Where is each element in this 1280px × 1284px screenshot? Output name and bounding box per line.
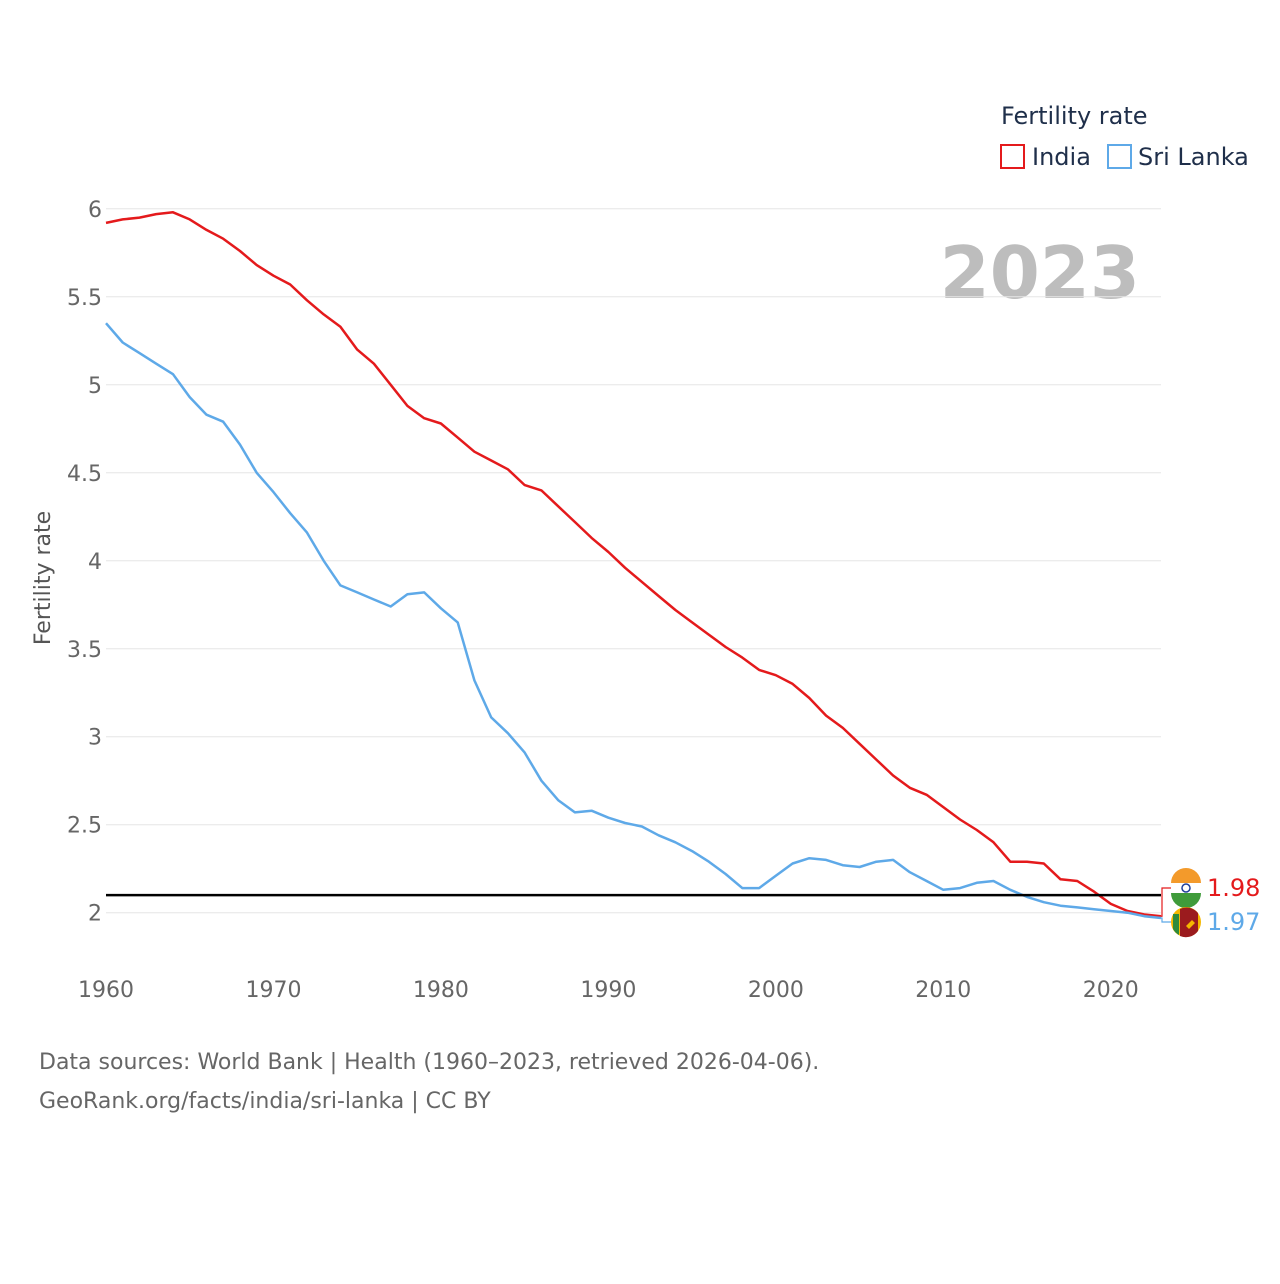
- y-tick-label: 2.5: [67, 814, 102, 839]
- y-tick-label: 4.5: [67, 462, 102, 487]
- connector-0: [1161, 887, 1171, 917]
- x-tick-label: 2000: [748, 978, 804, 1003]
- x-tick-label: 1980: [413, 978, 469, 1003]
- y-tick-label: 5: [88, 374, 102, 399]
- x-tick-label: 2010: [915, 978, 971, 1003]
- y-tick-label: 4: [88, 550, 102, 575]
- flag-green: [1173, 914, 1179, 935]
- x-tick-labels: 1960 1970 1980 1990 2000 2010 2020: [78, 978, 1139, 1003]
- end-value-label: 1.98: [1207, 874, 1260, 902]
- x-tick-label: 2020: [1083, 978, 1139, 1003]
- series-line-sri-lanka: [105, 322, 1162, 920]
- legend-label-sri-lanka: Sri Lanka: [1138, 143, 1249, 171]
- legend-label-india: India: [1032, 143, 1091, 171]
- y-tick-label: 2: [88, 902, 102, 927]
- legend-swatch-sri-lanka: [1107, 144, 1132, 169]
- end-value-label: 1.97: [1207, 908, 1260, 936]
- y-tick-label: 3: [88, 726, 102, 751]
- flag-wheel: [1181, 883, 1191, 893]
- end-markers: 1.98 1.97: [1161, 868, 1260, 938]
- flag-maroon: [1180, 907, 1198, 938]
- legend-swatch-india: [1000, 144, 1025, 169]
- connector-1: [1161, 917, 1171, 923]
- x-tick-label: 1960: [78, 978, 134, 1003]
- source-line-1: Data sources: World Bank | Health (1960–…: [39, 1050, 819, 1075]
- y-tick-label: 5.5: [67, 286, 102, 311]
- y-axis-label: Fertility rate: [31, 511, 56, 645]
- flag-green: [1171, 893, 1201, 908]
- y-tick-labels: 2 2.5 3 3.5 4 4.5 5 5.5 6: [67, 198, 102, 927]
- x-tick-label: 1970: [245, 978, 301, 1003]
- flag-saffron: [1171, 868, 1201, 883]
- series-line-india: [105, 211, 1162, 918]
- grid: [106, 208, 1161, 914]
- y-tick-label: 3.5: [67, 638, 102, 663]
- flag-lion: [1186, 920, 1195, 929]
- sri-lanka-flag-icon: [1171, 907, 1201, 938]
- india-flag-icon: [1171, 868, 1201, 908]
- y-tick-label: 6: [88, 198, 102, 223]
- source-line-2[interactable]: GeoRank.org/facts/india/sri-lanka | CC B…: [39, 1089, 491, 1114]
- legend: Fertility rate India Sri Lanka: [1000, 102, 1249, 171]
- x-tick-label: 1990: [580, 978, 636, 1003]
- legend-title: Fertility rate: [1001, 102, 1148, 130]
- year-label: 2023: [940, 231, 1140, 315]
- series-group: [105, 211, 1162, 920]
